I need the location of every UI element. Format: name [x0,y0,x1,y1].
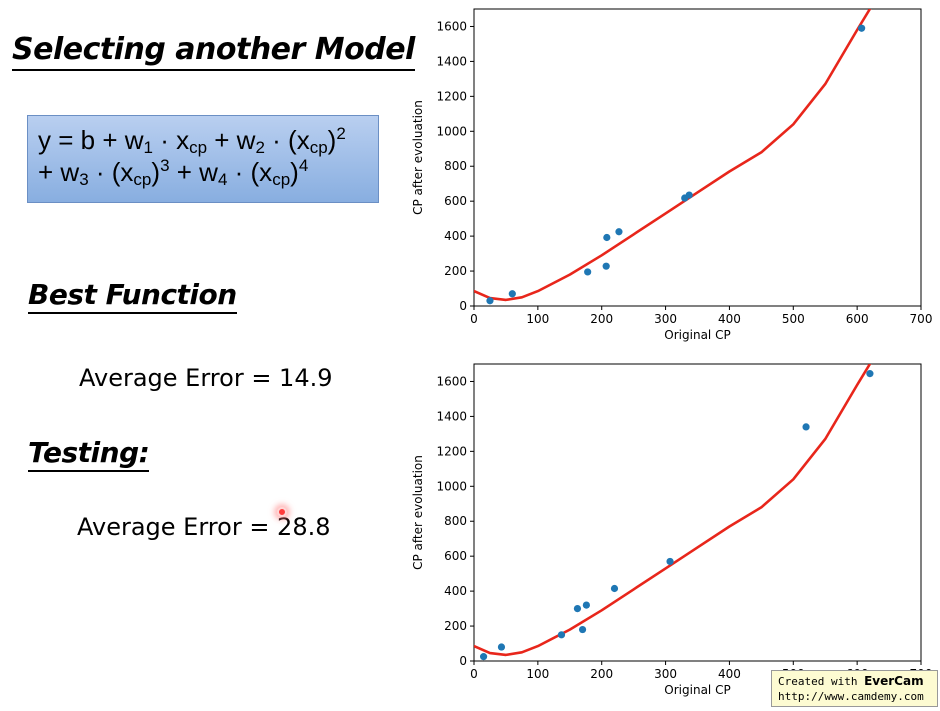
plot-area [474,364,874,661]
best-function-heading: Best Function [28,278,237,314]
y-tick-label: 600 [444,549,467,563]
fitted-curve [474,364,872,657]
x-tick-label: 100 [526,312,549,326]
data-point [497,643,506,651]
x-tick-label: 0 [470,312,478,326]
y-tick-label: 800 [444,514,467,528]
y-tick-label: 0 [459,654,467,668]
y-tick-label: 1400 [436,54,467,68]
x-tick-label: 600 [846,312,869,326]
x-tick-label: 500 [782,312,805,326]
x-tick-label: 700 [910,312,933,326]
y-tick-label: 1200 [436,89,467,103]
y-axis-label: CP after evoluation [411,455,425,570]
data-point [802,423,810,431]
y-tick-label: 400 [444,229,467,243]
plot-frame [473,363,922,662]
y-tick-label: 1000 [436,479,467,493]
training-average-error: Average Error = 14.9 [79,364,333,392]
evercam-watermark[interactable]: Created with EverCam http://www.camdemy.… [771,670,938,707]
y-tick-label: 600 [444,194,467,208]
x-tick-label: 100 [526,667,549,681]
data-point [578,625,587,634]
x-axis-label: Original CP [664,683,730,697]
data-point [486,297,494,305]
x-tick-label: 0 [470,667,478,681]
data-point [685,191,693,199]
x-tick-label: 400 [718,312,741,326]
testing-average-error: Average Error = 28.8 [77,513,331,541]
data-point [602,262,610,270]
y-tick-label: 1000 [436,124,467,138]
data-point [573,604,582,613]
x-axis-label: Original CP [664,328,730,342]
plot-area [474,9,872,305]
formula-line-2: + w3 · (xcp)3 + w4 · (xcp)4 [38,156,309,189]
training-chart: 0 100 200 300 400 500 600 700 0 200 400 600 800 1000 1… [411,8,933,342]
data-point [866,370,874,378]
y-tick-label: 200 [444,264,467,278]
y-tick-label: 0 [459,299,467,313]
data-point [479,653,488,661]
x-tick-label: 300 [654,667,677,681]
data-point [582,601,590,609]
mouse-cursor-indicator [277,507,287,517]
data-point [610,584,619,593]
testing-chart: 0100200300400500600700020040060080010001… [411,363,932,697]
data-point [508,290,516,298]
y-tick-label: 1400 [436,409,467,423]
x-tick-label: 300 [654,312,677,326]
x-tick-label: 200 [590,667,613,681]
data-point [557,631,566,639]
data-point [615,228,623,236]
data-point [603,233,611,242]
y-tick-label: 1600 [436,374,467,388]
slide-title: Selecting another Model [12,32,415,71]
y-tick-label: 800 [444,159,467,173]
x-tick-label: 400 [718,667,741,681]
y-axis-label: CP after evoluation [411,100,425,215]
x-tick-label: 200 [590,312,613,326]
fitted-curve [474,9,872,302]
formula-line-1: y = b + w1 · xcp + w2 · (xcp)2 [38,124,346,157]
y-tick-label: 200 [444,619,467,633]
data-point [666,557,674,566]
y-tick-label: 1600 [436,19,467,33]
plot-frame [473,8,922,307]
model-formula: y = b + w1 · xcp + w2 · (xcp)2 + w3 · (x… [27,115,379,203]
y-tick-label: 400 [444,584,467,598]
testing-heading: Testing: [28,436,150,472]
data-point [858,24,866,32]
y-tick-label: 1200 [436,444,467,458]
data-point [584,268,592,276]
